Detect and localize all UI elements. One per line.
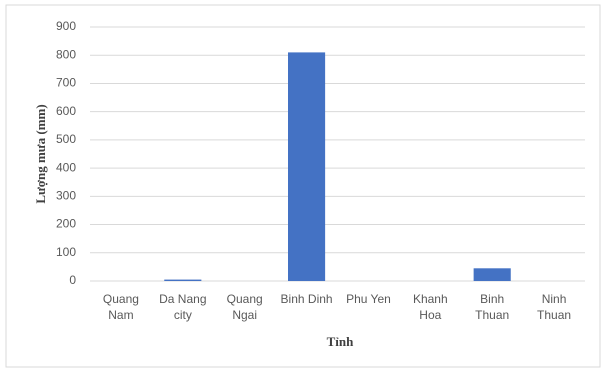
- y-tick-label: 100: [56, 245, 76, 259]
- y-tick-label: 200: [56, 217, 76, 231]
- x-tick-label: Khanh Hoa: [412, 292, 448, 322]
- x-tick-label: Binh Dinh: [280, 292, 333, 306]
- x-tick-label: Da Nang city: [159, 292, 207, 322]
- bar: [473, 268, 511, 281]
- y-tick-label: 400: [56, 160, 76, 174]
- y-tick-label: 600: [56, 104, 76, 118]
- x-tick-label: Binh Thuan: [475, 292, 510, 322]
- y-tick-label: 500: [56, 132, 76, 146]
- x-tick-label: Phu Yen: [346, 292, 391, 306]
- bar: [288, 52, 326, 282]
- y-tick-label: 900: [56, 19, 76, 33]
- x-tick-label: Quang Ngai: [226, 292, 263, 322]
- bar: [164, 279, 202, 281]
- y-tick-label: 700: [56, 76, 76, 90]
- y-tick-label: 800: [56, 47, 76, 61]
- y-tick-label: 300: [56, 189, 76, 203]
- x-axis-title: Tỉnh: [327, 334, 355, 349]
- x-tick-label: Ninh Thuan: [537, 292, 572, 322]
- y-tick-label: 0: [69, 273, 76, 287]
- x-tick-label: Quang Nam: [102, 292, 139, 322]
- y-axis-title: Lượng mưa (mm): [33, 104, 48, 203]
